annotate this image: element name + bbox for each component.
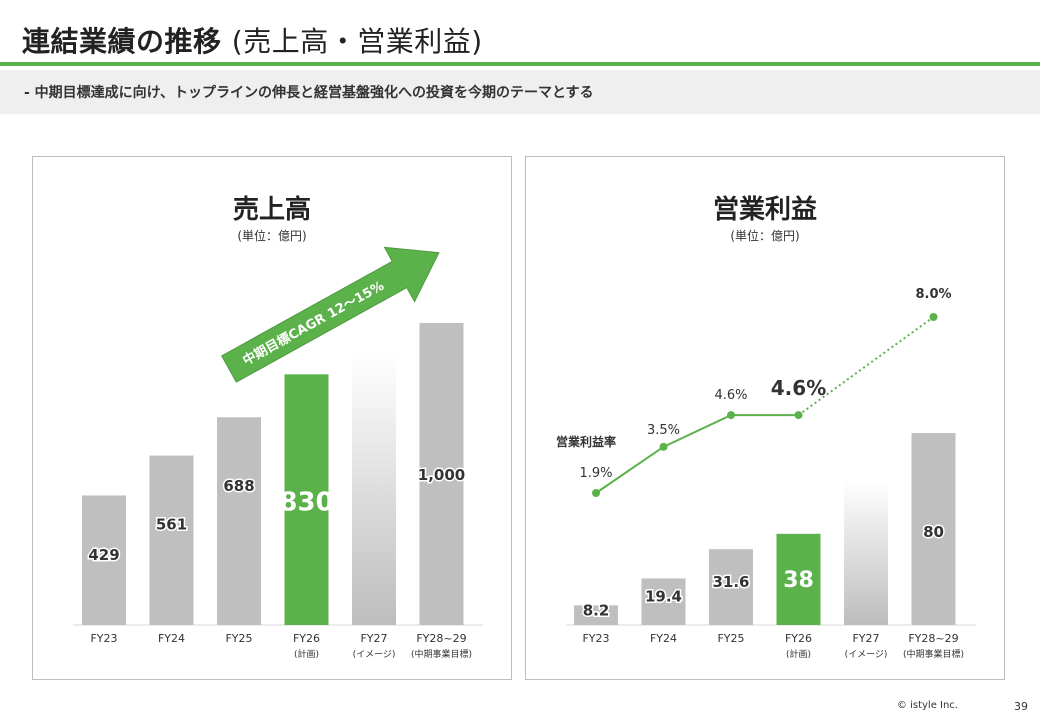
data-label: 31.6 [712, 573, 749, 591]
margin-label: 4.6% [771, 376, 826, 400]
profit-chart-title: 営業利益 [712, 195, 817, 225]
margin-series-label: 営業利益率 [556, 434, 616, 449]
bar-FY28~29 [911, 433, 956, 625]
data-label: 688 [223, 477, 254, 495]
tick-label: FY25 [717, 632, 744, 645]
data-label: 38 [783, 568, 814, 593]
margin-point [727, 411, 735, 420]
bar-FY27 [844, 481, 888, 625]
tick-label: FY24 [650, 632, 677, 645]
data-label: 561 [156, 516, 187, 534]
page-number: 39 [1014, 700, 1028, 713]
bar-FY25 [709, 549, 753, 625]
data-label: 1,000 [418, 466, 465, 484]
bar-FY26 [776, 533, 821, 625]
profit-bar-chart: FY23 8.2 FY24 19.4 FY25 31.6 FY26 (計画) 38 FY27 (イメ… [556, 287, 976, 660]
title-rule [0, 62, 1040, 66]
margin-point [929, 313, 938, 321]
copyright: © istyle Inc. [896, 700, 958, 711]
tick-label: FY24 [158, 632, 185, 645]
margin-projection [797, 316, 935, 416]
cagr-arrow: 中期目標CAGR 12～15% [221, 246, 440, 383]
arrow-shape [221, 246, 440, 383]
tick-label: FY26 [293, 632, 320, 645]
tick-label: FY26 [785, 632, 812, 645]
theme-band: - 中期目標達成に向け、トップラインの伸長と経営基盤強化への投資を今期のテーマと… [0, 70, 1040, 114]
sales-chart-panel: 売上高 (単位：億円) FY23 429 FY24 561 FY25 688 FY26 (計画… [32, 156, 512, 680]
data-label: 8.2 [583, 601, 610, 619]
bar-FY23 [574, 605, 618, 625]
bar-FY27 [352, 353, 396, 625]
sales-bar-chart: FY23 429 FY24 561 FY25 688 FY26 (計画) 830 FY27 (イメー… [73, 246, 483, 660]
bar-FY26 [284, 374, 329, 625]
bar-FY25 [217, 417, 261, 625]
profit-chart-unit: (単位：億円) [730, 229, 800, 243]
tick-label: FY23 [582, 632, 609, 645]
tick-note: (計画) [786, 648, 811, 660]
tick-label: FY27 [360, 632, 387, 645]
margin-point [592, 489, 600, 497]
sales-chart-title: 売上高 [232, 195, 311, 225]
theme-text: - 中期目標達成に向け、トップラインの伸長と経営基盤強化への投資を今期のテーマと… [24, 85, 594, 101]
sales-chart-unit: (単位：億円) [237, 229, 307, 243]
data-label: 19.4 [645, 588, 682, 606]
tick-label: FY27 [852, 632, 879, 645]
margin-label: 4.6% [714, 388, 747, 403]
bar-FY24 [149, 455, 194, 625]
tick-note: (中期事業目標) [411, 648, 472, 660]
tick-note: (計画) [294, 648, 319, 660]
tick-label: FY23 [90, 632, 117, 645]
margin-line [595, 414, 799, 494]
bar-FY28~29 [419, 323, 464, 625]
data-label: 80 [923, 523, 944, 541]
tick-label: FY25 [225, 632, 252, 645]
tick-note: (イメージ) [353, 650, 396, 660]
page-title: 連結業績の推移 (売上高・営業利益) [22, 25, 483, 58]
tick-label: FY28~29 [908, 632, 958, 645]
margin-label: 8.0% [915, 287, 951, 302]
bar-FY23 [82, 495, 126, 625]
margin-point [794, 411, 803, 420]
margin-label: 3.5% [647, 423, 680, 438]
margin-point [659, 442, 668, 451]
tick-note: (イメージ) [845, 650, 888, 660]
tick-label: FY28~29 [416, 632, 466, 645]
margin-label: 1.9% [579, 466, 612, 481]
data-label: 830 [279, 487, 333, 517]
bar-FY24 [641, 578, 686, 625]
tick-note: (中期事業目標) [903, 648, 964, 660]
data-label: 429 [88, 546, 119, 564]
profit-chart-panel: 営業利益 (単位：億円) FY23 8.2 FY24 19.4 FY25 31.6 FY26… [525, 156, 1005, 680]
